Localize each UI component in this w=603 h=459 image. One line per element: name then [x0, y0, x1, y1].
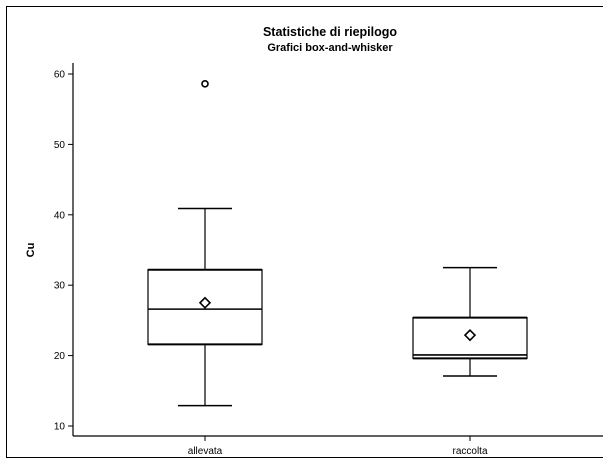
y-ticks: 10 20 30 40 50 60 [54, 70, 73, 433]
outlier-point [201, 80, 209, 88]
x-tick-label: allevata [188, 446, 223, 457]
y-tick-label: 40 [54, 210, 66, 221]
x-ticks: allevata raccolta [188, 436, 488, 457]
chart-title: Statistiche di riepilogo [263, 25, 397, 39]
mean-marker [463, 329, 477, 342]
mean-marker [198, 296, 212, 309]
x-tick-label: raccolta [452, 446, 487, 457]
box-allevata [147, 80, 263, 407]
chart-subtitle: Grafici box-and-whisker [267, 42, 393, 54]
outer-frame [6, 6, 603, 458]
y-axis-label: Cu [25, 243, 37, 258]
y-tick-label: 20 [54, 351, 66, 362]
y-tick-label: 50 [54, 140, 66, 151]
boxes [147, 80, 528, 407]
y-tick-label: 10 [54, 422, 66, 433]
box-raccolta [412, 266, 528, 377]
y-tick-label: 60 [54, 70, 66, 81]
y-tick-label: 30 [54, 281, 66, 292]
